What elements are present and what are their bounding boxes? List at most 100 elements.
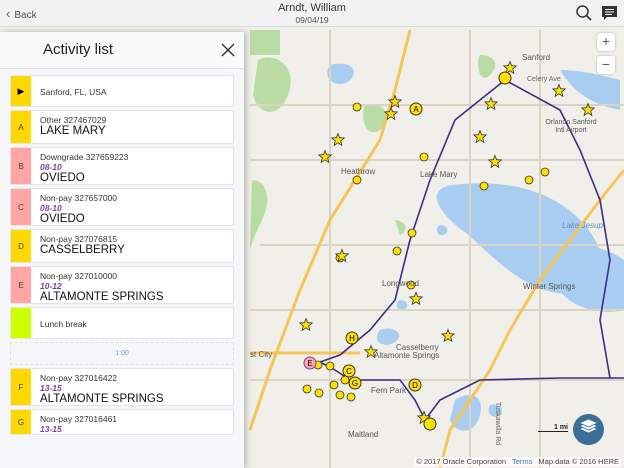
close-icon[interactable] [221, 43, 235, 57]
activity-type: Other 327467029 [40, 115, 107, 125]
star-stop-icon [383, 106, 399, 121]
copyright: © 2017 Oracle Corporation [416, 457, 506, 466]
activity-city: ALTAMONTE SPRINGS [40, 291, 164, 303]
activity-details: Lunch break [31, 308, 87, 338]
start-marker [498, 71, 512, 85]
activity-letter: E [18, 280, 24, 290]
layers-button[interactable] [573, 414, 604, 445]
label-casselberry: Casselberry [396, 343, 439, 352]
activity-city: LAKE MARY [40, 125, 106, 137]
activity-type: Non-pay 327010000 [40, 271, 118, 281]
search-icon[interactable] [575, 4, 593, 22]
activity-details: Non-pay 327016422 13-15 ALTAMONTE SPRINGS [31, 369, 164, 405]
activity-city: CASSELBERRY [40, 244, 125, 256]
star-stop-icon [330, 132, 346, 147]
unassigned-stops [302, 102, 550, 402]
activity-details: Other 327467029 LAKE MARY [31, 111, 106, 143]
label-forest-city: st City [250, 350, 272, 359]
back-button[interactable]: ‹ Back [6, 6, 37, 21]
activity-type: Non-pay 327016461 [40, 414, 118, 424]
label-celery-ave: Celery Ave [527, 76, 561, 83]
activity-card[interactable]: F Non-pay 327016422 13-15 ALTAMONTE SPRINGS [10, 368, 234, 406]
activity-letter: A [18, 122, 24, 132]
activity-card[interactable]: E Non-pay 327010000 10-12 ALTAMONTE SPRINGS [10, 266, 234, 304]
activity-letter: F [18, 382, 24, 392]
map-data-credit: Map data © 2016 HERE [538, 457, 619, 466]
activity-type: Non-pay 327016422 [40, 373, 118, 383]
activity-type: Sanford, FL, USA [40, 87, 107, 97]
zoom-in-button[interactable]: + [597, 33, 615, 51]
end-marker [423, 417, 437, 431]
label-heathrow: Heathrow [341, 167, 375, 176]
star-stop-icon [502, 60, 518, 75]
status-strip: F [11, 369, 31, 405]
activity-card[interactable]: A Other 327467029 LAKE MARY [10, 110, 234, 144]
zoom-out-button[interactable]: − [597, 56, 615, 74]
status-strip: E [11, 267, 31, 303]
label-lake-mary: Lake Mary [420, 170, 457, 179]
map-labels: Sanford Heathrow Lake Mary Longwood Wint… [250, 53, 603, 439]
activity-details: Non-pay 327016461 13-15 [31, 410, 117, 434]
chevron-left-icon: ‹ [6, 6, 11, 21]
time-window: 08-10 [40, 162, 62, 172]
activity-card[interactable]: Lunch break [10, 307, 234, 339]
svg-text:C: C [346, 367, 352, 376]
marker-a: A [409, 102, 423, 116]
label-fern-park: Fern Park [371, 386, 407, 395]
play-icon: ▶ [17, 85, 25, 96]
date: 09/04/19 [295, 15, 329, 25]
star-stop-icon [408, 291, 424, 306]
activity-type: Non-pay 327657000 [40, 193, 118, 203]
activity-card[interactable]: ▶ Sanford, FL, USA [10, 75, 234, 107]
star-stop-icon [551, 83, 567, 98]
layers-icon [578, 418, 599, 434]
activity-type: Downgrade 327659223 [40, 152, 129, 162]
star-stop-icon [317, 149, 333, 164]
star-stop-icon [472, 129, 488, 144]
star-stop-icon [298, 317, 314, 332]
activity-card[interactable]: B Downgrade 327659223 08-10 OVIEDO [10, 147, 234, 185]
activity-list-panel: Activity list ▶ Sanford, FL, USA A Other 32… [0, 32, 244, 468]
activity-card[interactable]: G Non-pay 327016461 13-15 [10, 409, 234, 435]
route [318, 79, 624, 422]
location-markers[interactable]: A C D E G H [303, 71, 512, 431]
marker-e: E [303, 356, 317, 370]
panel-title: Activity list [43, 41, 114, 58]
star-stop-icon [440, 328, 456, 343]
activity-card[interactable]: C Non-pay 327657000 08-10 OVIEDO [10, 188, 234, 226]
activity-details: Sanford, FL, USA [31, 76, 107, 106]
label-tuskawilla-rd: Tuskawilla Rd [494, 401, 502, 446]
star-stop-icon [334, 248, 350, 263]
activity-type: Lunch break [40, 319, 87, 329]
terms-link[interactable]: Terms [512, 457, 533, 466]
chat-icon[interactable] [601, 5, 618, 22]
activity-details: Non-pay 327076815 CASSELBERRY [31, 230, 125, 262]
time-window: 13-15 [40, 383, 62, 393]
activity-city: OVIEDO [40, 172, 85, 184]
label-maitland: Maitland [348, 430, 378, 439]
activity-details: Non-pay 327010000 10-12 ALTAMONTE SPRINGS [31, 267, 164, 303]
star-stop-icon [416, 410, 432, 425]
top-bar: ‹ Back Arndt, William 09/04/19 [0, 0, 624, 27]
lakes [327, 63, 624, 431]
label-longwood: Longwood [382, 279, 419, 288]
activity-letter: B [18, 161, 24, 171]
marker-h: H [345, 331, 359, 345]
parks [250, 30, 496, 250]
status-strip: G [11, 410, 31, 434]
star-stop-icon [387, 94, 403, 109]
status-strip: D [11, 230, 31, 262]
back-label: Back [14, 10, 37, 21]
panel-header: Activity list [0, 32, 244, 69]
activity-letter: D [18, 241, 24, 251]
label-airport: Orlando Sanford Intl Airport [545, 119, 597, 134]
activity-city: ALTAMONTE SPRINGS [40, 393, 164, 405]
time-window: 13-15 [40, 424, 62, 434]
label-lake-jesup: Lake Jesup [562, 221, 603, 230]
activity-card[interactable]: D Non-pay 327076815 CASSELBERRY [10, 229, 234, 263]
stars [298, 60, 596, 425]
svg-text:E: E [307, 359, 312, 368]
map-attribution: © 2017 Oracle Corporation Terms Map data ©… [414, 457, 621, 467]
star-stop-icon [483, 96, 499, 111]
activity-letter: G [17, 417, 25, 427]
